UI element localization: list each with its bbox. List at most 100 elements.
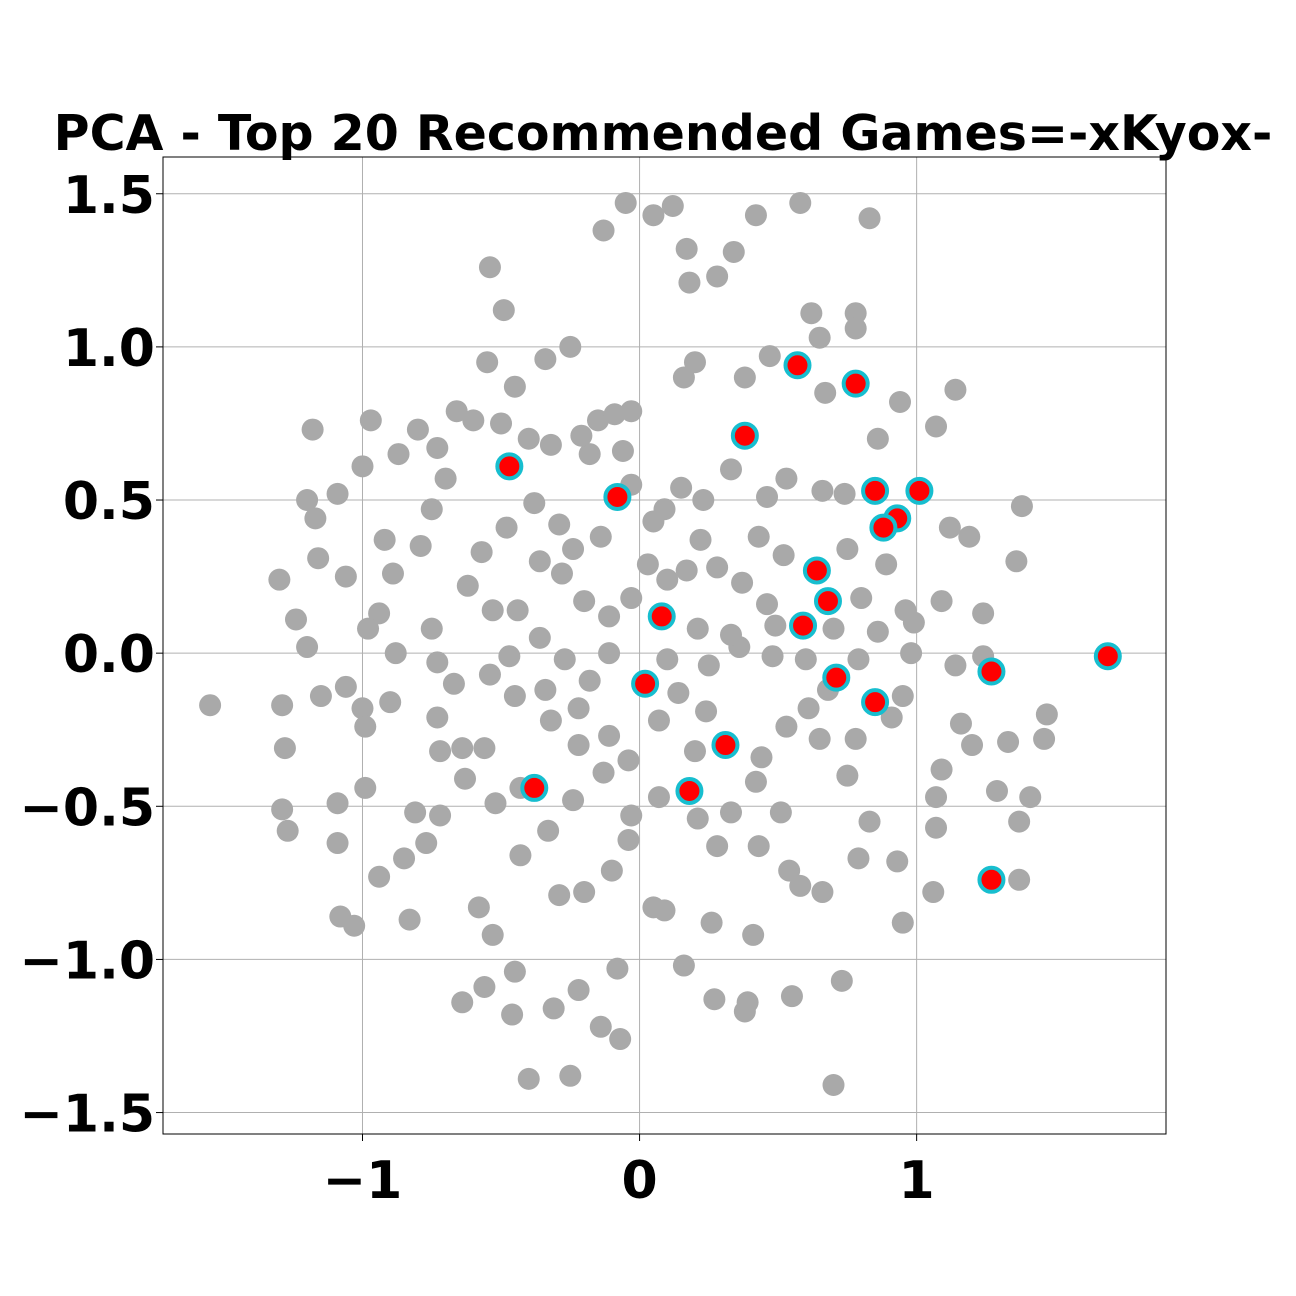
point [562,789,585,812]
y-tick-label: −0.5 [19,778,155,838]
highlight-point [631,669,660,698]
point [476,351,499,374]
point [758,345,781,368]
point [598,605,621,628]
point [850,587,873,610]
point [548,884,571,907]
point [822,617,845,640]
point [686,617,709,640]
point [467,896,490,919]
point [470,541,493,564]
point [670,476,693,499]
point [1033,727,1056,750]
highlight-point [869,513,898,542]
point [528,626,551,649]
point [719,801,742,824]
point [426,436,449,459]
point [301,418,324,441]
point [354,715,377,738]
point [523,492,546,515]
point [539,433,562,456]
point [384,642,407,665]
point [747,835,770,858]
point [930,758,953,781]
point [454,767,477,790]
point [381,562,404,585]
point [589,1015,612,1038]
point [769,801,792,824]
point [271,694,294,717]
point [778,859,801,882]
point [744,204,767,227]
point [296,636,319,659]
plot-frame [162,156,1167,1135]
point [509,844,532,867]
point [326,482,349,505]
highlight-point [861,476,890,505]
highlight-point [520,773,549,802]
point [683,740,706,763]
point [562,538,585,561]
point [426,651,449,674]
point [811,881,834,904]
point [609,1028,632,1051]
point [456,574,479,597]
point [858,810,881,833]
point [808,727,831,750]
y-tick-label: 0.5 [63,472,155,532]
point [844,302,867,325]
point [672,366,695,389]
point [794,648,817,671]
point [836,538,859,561]
highlight-point [789,611,818,640]
highlight-point [711,731,740,760]
point [985,779,1008,802]
point [780,985,803,1008]
point [517,427,540,450]
point [420,617,443,640]
point [925,786,948,809]
point [1008,868,1031,891]
point [733,366,756,389]
point [661,195,684,218]
point [808,326,831,349]
point [706,556,729,579]
point [534,348,557,371]
point [495,516,518,539]
point [490,412,513,435]
point [309,685,332,708]
highlight-point [802,556,831,585]
point [620,400,643,423]
point [944,654,967,677]
point [415,832,438,855]
point [326,792,349,815]
point [503,960,526,983]
point [706,265,729,288]
point [686,807,709,830]
point [373,528,396,551]
point [296,489,319,512]
y-tick-label: 0.0 [63,625,155,685]
point [836,764,859,787]
point [647,786,670,809]
point [451,737,474,760]
point [772,544,795,567]
point [692,489,715,512]
point [542,997,565,1020]
point [775,715,798,738]
point [958,525,981,548]
point [797,697,820,720]
point [501,1003,524,1026]
point [902,611,925,634]
point [611,440,634,463]
point [697,654,720,677]
point [889,391,912,414]
highlight-point [861,688,890,717]
point [880,706,903,729]
point [656,648,679,671]
highlight-point [647,602,676,631]
point [573,881,596,904]
point [949,712,972,735]
point [351,455,374,478]
